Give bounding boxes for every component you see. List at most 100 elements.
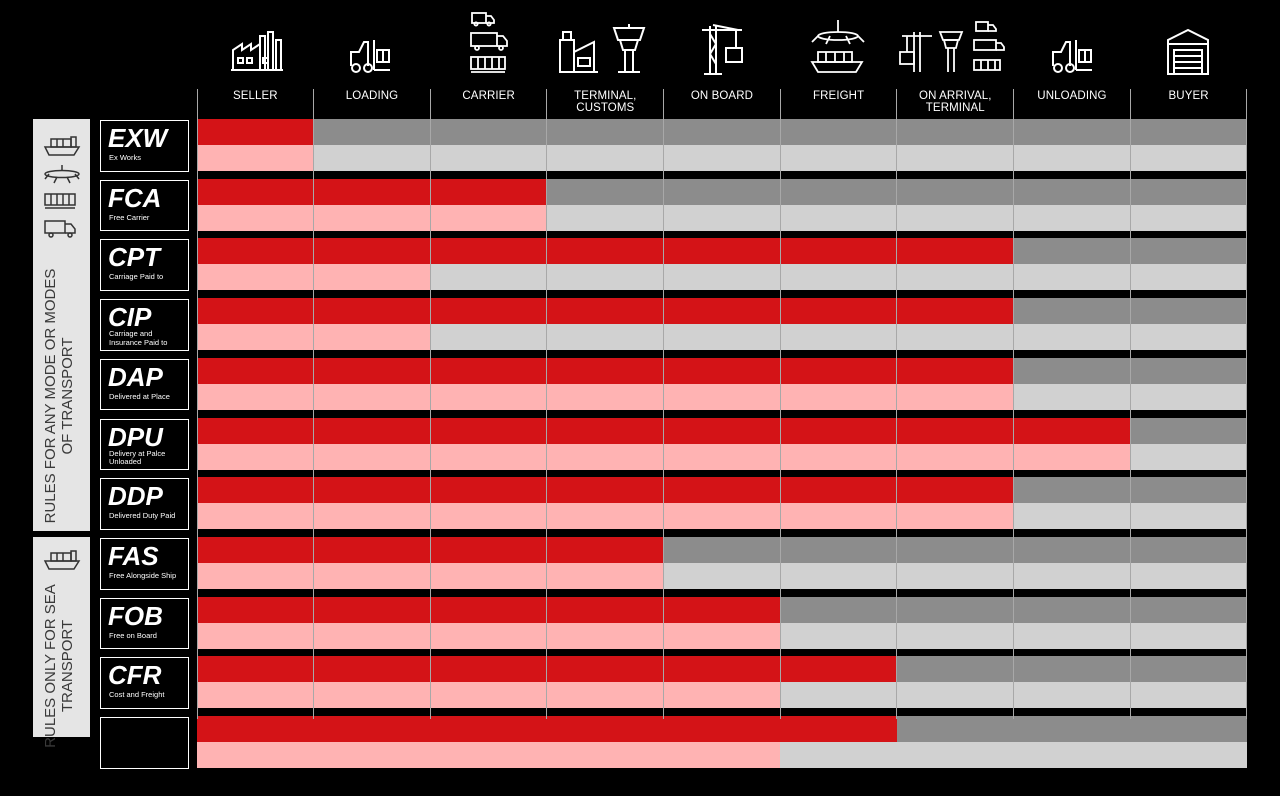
buyer-cost-cell [1013,178,1131,205]
port-crane-icon [700,24,744,76]
column-header: FREIGHT [813,90,865,102]
seller-cost-cell [896,477,1015,504]
buyer-cost-cell [896,716,1015,742]
buyer-risk-cell [1013,622,1131,649]
seller-risk-cell [197,264,315,291]
seller-cost-cell [896,417,1015,444]
seller-risk-cell [663,742,781,768]
transport-group-panel [33,537,90,737]
buyer-risk-cell [780,562,898,589]
seller-risk-cell [896,443,1015,470]
factory-icon [230,28,284,72]
buyer-risk-cell [780,145,898,171]
buyer-cost-cell [1130,656,1248,683]
seller-risk-cell [197,682,315,709]
buyer-cost-cell [546,119,665,145]
buyer-risk-cell [896,324,1015,351]
seller-cost-cell [546,656,665,683]
transport-group-label: RULES FOR ANY MODE OR MODES OF TRANSPORT [42,266,82,526]
ship-icon [43,549,81,576]
buyer-cost-cell [780,536,898,563]
buyer-cost-cell [1130,298,1248,325]
seller-cost-cell [780,357,898,384]
buyer-risk-cell [1013,145,1131,171]
buyer-risk-cell [780,204,898,231]
seller-risk-cell [546,742,665,768]
buyer-risk-cell [896,682,1015,709]
column-header: TERMINAL, CUSTOMS [574,90,637,114]
buyer-risk-cell [780,682,898,709]
buyer-cost-cell [663,536,781,563]
truck-stack-icon [470,11,508,73]
seller-cost-cell [546,357,665,384]
seller-risk-cell [430,204,548,231]
seller-cost-cell [430,298,548,325]
seller-cost-cell [313,298,431,325]
seller-risk-cell [663,383,781,410]
ship-icon [43,135,81,162]
buyer-risk-cell [896,145,1015,171]
buyer-risk-cell [1130,562,1248,589]
buyer-risk-cell [1130,204,1248,231]
seller-cost-cell [663,417,781,444]
incoterm-box: CFR Cost and Freight [100,657,189,709]
buyer-risk-cell [546,204,665,231]
incoterm-box: CIP Carriage and Insurance Paid to [100,299,189,351]
buyer-cost-cell [896,178,1015,205]
buyer-risk-cell [430,145,548,171]
seller-cost-cell [313,477,431,504]
seller-cost-cell [197,357,315,384]
transport-group-label-line: TRANSPORT [59,619,76,713]
seller-risk-cell [197,443,315,470]
seller-risk-cell [313,682,431,709]
seller-risk-cell [1013,443,1131,470]
column-header: CARRIER [462,90,515,102]
buyer-cost-cell [896,119,1015,145]
incoterm-description: Free Carrier [109,212,150,222]
seller-risk-cell [663,503,781,530]
seller-cost-cell [430,656,548,683]
incoterm-description: Carriage and [109,329,153,339]
incoterm-description: Free Alongside Ship [109,570,177,580]
incoterm-description: Cost and Freight [109,690,165,700]
buyer-cost-cell [1130,477,1248,504]
seller-risk-cell [546,562,665,589]
seller-risk-cell [780,503,898,530]
buyer-cost-cell [1013,298,1131,325]
seller-cost-cell [546,238,665,265]
seller-cost-cell [780,298,898,325]
incoterm-description: Delivered Duty Paid [109,511,176,521]
seller-cost-cell [197,238,315,265]
seller-cost-cell [430,477,548,504]
seller-risk-cell [546,682,665,709]
buyer-risk-cell [663,204,781,231]
buyer-cost-cell [1130,596,1248,623]
buyer-cost-cell [1013,119,1131,145]
buyer-cost-cell [1013,357,1131,384]
incoterm-box: DPU Delivery at Palce Unloaded [100,418,189,471]
buyer-risk-cell [1013,204,1131,231]
buyer-risk-cell [546,145,665,171]
buyer-risk-cell [313,145,431,171]
buyer-risk-cell [896,562,1015,589]
buyer-risk-cell [1013,562,1131,589]
seller-risk-cell [896,383,1015,410]
column-header: SELLER [232,90,278,102]
buyer-risk-cell [430,264,548,291]
seller-risk-cell [663,682,781,709]
seller-cost-cell [313,656,431,683]
buyer-risk-cell [896,204,1015,231]
incoterm-code: EXW [108,123,168,153]
buyer-cost-cell [896,656,1015,683]
seller-cost-cell [197,477,315,504]
buyer-risk-cell [430,324,548,351]
seller-risk-cell [780,383,898,410]
column-divider [1246,89,1248,719]
seller-cost-cell [313,238,431,265]
buyer-risk-cell [546,264,665,291]
seller-risk-cell [197,145,315,171]
buyer-cost-cell [1013,238,1131,265]
column-divider [896,89,898,719]
seller-risk-cell [546,622,665,649]
incoterm-box: FAS Free Alongside Ship [100,537,189,590]
